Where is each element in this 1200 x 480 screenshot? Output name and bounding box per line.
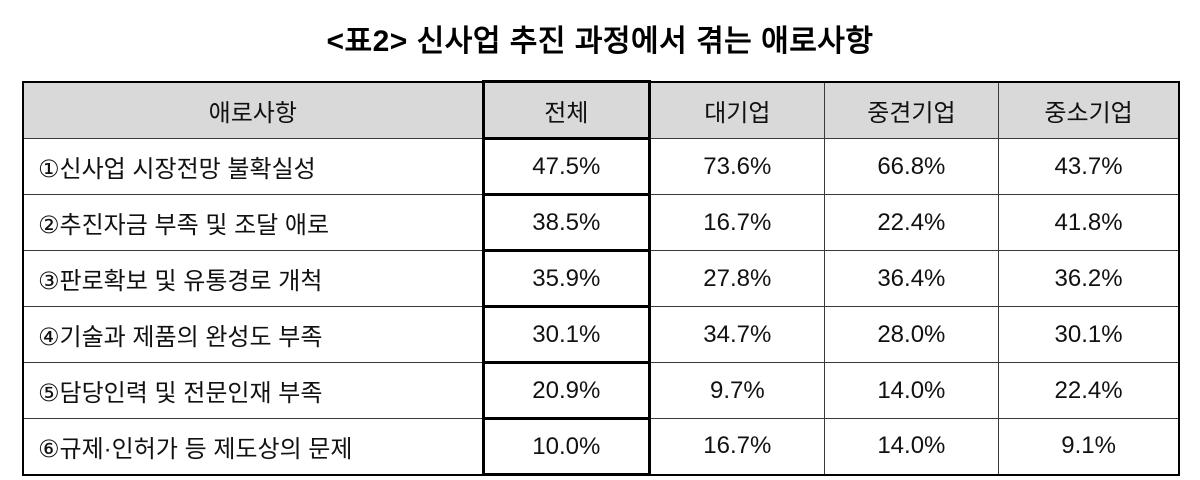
value-cell-mid: 36.4% — [823, 250, 1000, 307]
table-row: ⑥규제·인허가 등 제도상의 문제 10.0% 16.7% 14.0% 9.1% — [22, 417, 1180, 476]
table-header-row: 애로사항 전체 대기업 중견기업 중소기업 — [22, 80, 1180, 140]
value-cell-total: 47.5% — [481, 137, 652, 196]
value-cell-large: 73.6% — [649, 138, 825, 195]
table-row: ③판로확보 및 유통경로 개척 35.9% 27.8% 36.4% 36.2% — [22, 249, 1180, 308]
table-row: ⑤담당인력 및 전문인재 부족 20.9% 9.7% 14.0% 22.4% — [22, 361, 1180, 420]
value-cell-small: 9.1% — [998, 418, 1180, 475]
table-row: ②추진자금 부족 및 조달 애로 38.5% 16.7% 22.4% 41.8% — [22, 193, 1180, 252]
value-cell-large: 16.7% — [649, 194, 825, 251]
value-cell-total: 38.5% — [481, 193, 652, 252]
header-cell-mid-company: 중견기업 — [823, 81, 1000, 139]
value-cell-total: 35.9% — [481, 249, 652, 308]
row-label-cell: ②추진자금 부족 및 조달 애로 — [22, 194, 484, 251]
row-label-cell: ③판로확보 및 유통경로 개척 — [22, 250, 484, 307]
row-label-cell: ⑤담당인력 및 전문인재 부족 — [22, 362, 484, 419]
header-cell-total: 전체 — [481, 80, 652, 140]
value-cell-total: 30.1% — [481, 305, 652, 364]
value-cell-small: 22.4% — [998, 362, 1180, 419]
row-label-cell: ④기술과 제품의 완성도 부족 — [22, 306, 484, 363]
row-label-cell: ①신사업 시장전망 불확실성 — [22, 138, 484, 195]
value-cell-small: 43.7% — [998, 138, 1180, 195]
value-cell-total: 10.0% — [481, 417, 652, 476]
header-cell-small-company: 중소기업 — [998, 81, 1180, 139]
value-cell-large: 9.7% — [649, 362, 825, 419]
value-cell-small: 41.8% — [998, 194, 1180, 251]
value-cell-mid: 14.0% — [823, 362, 1000, 419]
value-cell-large: 16.7% — [649, 418, 825, 475]
value-cell-mid: 66.8% — [823, 138, 1000, 195]
table-row: ④기술과 제품의 완성도 부족 30.1% 34.7% 28.0% 30.1% — [22, 305, 1180, 364]
value-cell-mid: 28.0% — [823, 306, 1000, 363]
header-cell-large-company: 대기업 — [649, 81, 825, 139]
value-cell-mid: 22.4% — [823, 194, 1000, 251]
value-cell-large: 27.8% — [649, 250, 825, 307]
row-label-cell: ⑥규제·인허가 등 제도상의 문제 — [22, 418, 484, 475]
difficulty-table: 애로사항 전체 대기업 중견기업 중소기업 ①신사업 시장전망 불확실성 47.… — [22, 80, 1180, 476]
value-cell-total: 20.9% — [481, 361, 652, 420]
value-cell-small: 36.2% — [998, 250, 1180, 307]
header-cell-difficulty: 애로사항 — [22, 81, 484, 139]
value-cell-small: 30.1% — [998, 306, 1180, 363]
table-caption: <표2> 신사업 추진 과정에서 겪는 애로사항 — [326, 25, 874, 58]
value-cell-large: 34.7% — [649, 306, 825, 363]
table-row: ①신사업 시장전망 불확실성 47.5% 73.6% 66.8% 43.7% — [22, 137, 1180, 196]
value-cell-mid: 14.0% — [823, 418, 1000, 475]
